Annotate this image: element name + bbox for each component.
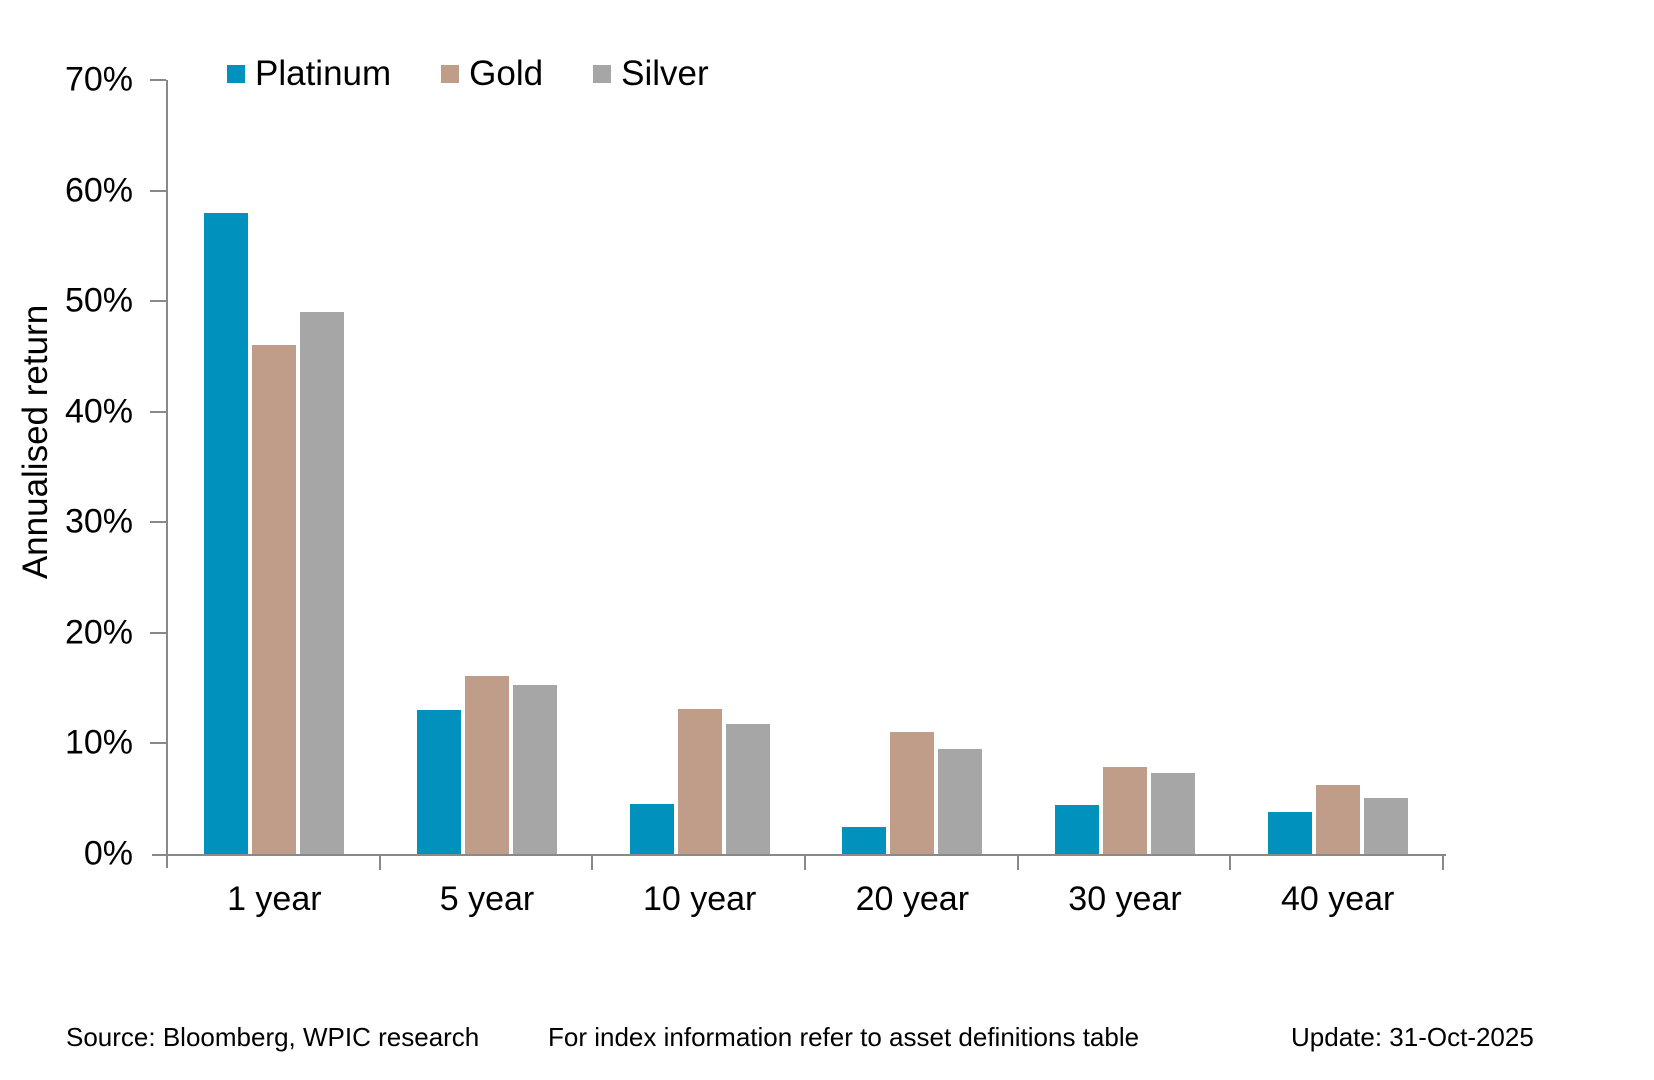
x-category-label: 30 year (1068, 880, 1182, 918)
chart-legend: Platinum Gold Silver (227, 52, 709, 96)
y-tick-label: 20% (64, 613, 133, 652)
bar-platinum-1-year (204, 212, 249, 854)
y-tick-label: 40% (64, 392, 133, 431)
footer-update: Update: 31-Oct-2025 (1291, 1022, 1534, 1052)
x-category-label: 20 year (855, 880, 970, 918)
x-category-label: 1 year (227, 880, 322, 918)
bar-platinum-40-year (1267, 811, 1312, 854)
bar-gold-1-year (252, 345, 297, 854)
bar-silver-1-year (300, 312, 345, 854)
bar-platinum-20-year (842, 827, 887, 854)
y-tick-label: 70% (64, 60, 133, 99)
bar-gold-10-year (677, 709, 722, 854)
y-tick-mark (150, 300, 166, 303)
x-category-label: 10 year (642, 880, 757, 918)
bar-gold-5-year (465, 675, 509, 854)
y-tick-mark (150, 521, 166, 524)
legend-item-gold: Gold (441, 52, 543, 96)
platinum-swatch-icon (227, 65, 245, 83)
y-tick-label: 0% (83, 834, 133, 873)
legend-item-platinum: Platinum (227, 52, 391, 96)
silver-swatch-icon (593, 65, 612, 83)
bar-silver-30-year (1151, 773, 1195, 854)
bar-silver-10-year (725, 723, 770, 854)
y-tick-mark (150, 79, 166, 81)
y-tick-label: 60% (64, 171, 133, 210)
x-tick-mark (1442, 856, 1444, 870)
plot-area: 0% 10% 20% 30% 40% 50% 60% 70% 1 year 5 year 10 ye… (65, 61, 1446, 918)
y-tick-mark (150, 631, 166, 634)
y-tick-label: 50% (64, 281, 133, 320)
legend-item-silver: Silver (593, 52, 709, 96)
y-tick-mark (150, 189, 166, 192)
bar-silver-20-year (938, 748, 983, 854)
y-tick-label: 30% (64, 502, 133, 541)
bar-platinum-10-year (629, 804, 674, 854)
footer-source: Source: Bloomberg, WPIC research (66, 1022, 480, 1052)
legend-label-silver: Silver (621, 54, 709, 93)
x-axis-line (152, 854, 1446, 856)
bar-silver-40-year (1363, 797, 1408, 854)
x-category-label: 5 year (439, 880, 535, 918)
x-tick-mark (378, 856, 381, 870)
x-category-label: 40 year (1280, 880, 1395, 918)
y-tick-mark (150, 410, 166, 413)
y-tick-label: 10% (64, 723, 133, 762)
y-axis-title: Annualised return (16, 304, 55, 580)
bar-silver-5-year (513, 684, 557, 854)
legend-label-gold: Gold (469, 54, 544, 93)
bar-platinum-30-year (1055, 805, 1099, 854)
legend-label-platinum: Platinum (255, 54, 392, 93)
x-tick-mark (591, 856, 594, 870)
footer-note: For index information refer to asset def… (548, 1022, 1140, 1052)
bar-gold-40-year (1315, 785, 1360, 854)
gold-swatch-icon (441, 65, 460, 83)
x-tick-mark (1229, 856, 1232, 870)
x-tick-mark (1016, 856, 1019, 870)
bar-gold-20-year (890, 732, 935, 854)
x-tick-mark (804, 856, 806, 870)
y-tick-mark (150, 742, 166, 745)
bar-platinum-5-year (417, 710, 461, 854)
bar-gold-30-year (1103, 766, 1147, 854)
y-axis-line (166, 80, 168, 868)
